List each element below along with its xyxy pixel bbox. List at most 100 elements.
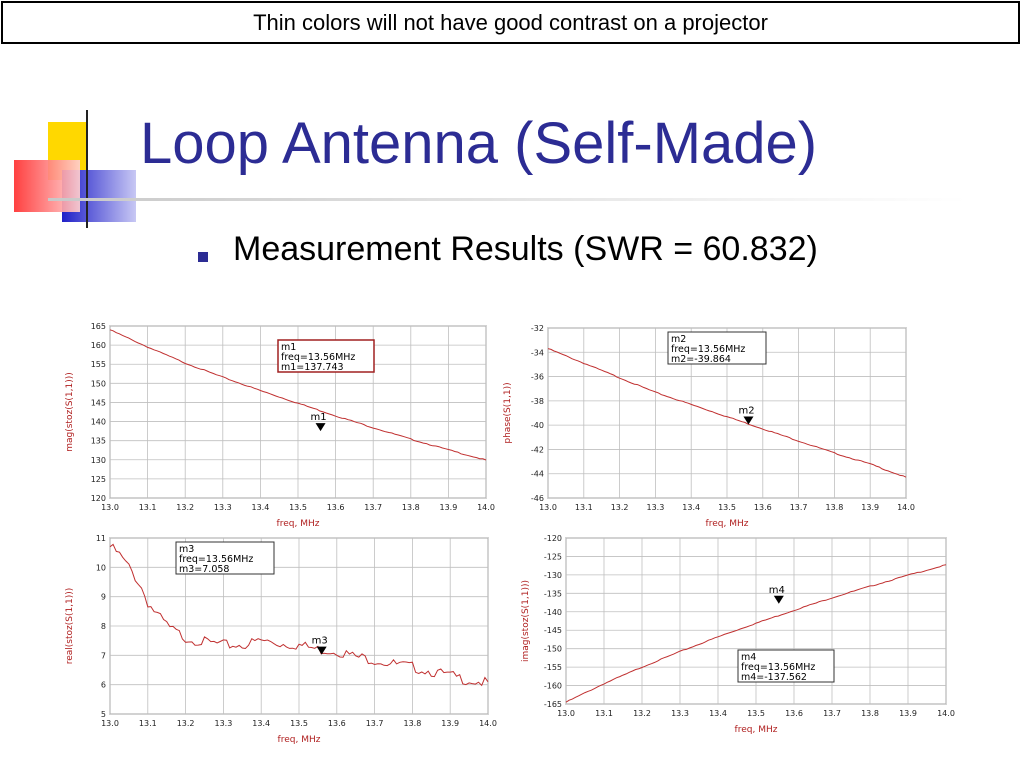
chart-real: 13.0 13.1 13.2 13.3 13.4 13.5 13.6 13.7 13.8 13.9…	[52, 526, 502, 748]
marker-label: m2	[738, 405, 754, 416]
y-tick-label: -130	[544, 571, 562, 580]
y-tick-label: -34	[531, 348, 544, 357]
chart-imag-svg: 13.0 13.1 13.2 13.3 13.4 13.5 13.6 13.7 13.8 13.9…	[521, 534, 955, 735]
y-axis-label: real(stoz(S(1,1)))	[65, 588, 75, 665]
x-tick-label: 13.4	[252, 719, 270, 728]
chart-phase: 13.0 13.1 13.2 13.3 13.4 13.5 13.6 13.7 13.8 13.9…	[490, 320, 920, 532]
y-tick-label: -32	[531, 324, 544, 333]
chart-phase-svg: 13.0 13.1 13.2 13.3 13.4 13.5 13.6 13.7 13.8 13.9…	[503, 324, 915, 529]
x-tick-label: 13.7	[823, 709, 841, 718]
y-tick-label: -125	[544, 552, 562, 561]
banner: Thin colors will not have good contrast …	[1, 1, 1020, 44]
y-tick-label: 9	[101, 593, 106, 602]
marker-readout-box	[277, 339, 375, 373]
x-tick-label: 13.1	[595, 709, 613, 718]
y-tick-label: 165	[91, 322, 106, 331]
marker-readout-line: m3=7.058	[179, 564, 229, 575]
banner-text: Thin colors will not have good contrast …	[253, 10, 768, 35]
series-line	[565, 564, 947, 703]
x-tick-label: 13.0	[539, 503, 557, 512]
marker-triangle	[773, 595, 784, 604]
x-tick-label: 14.0	[897, 503, 915, 512]
y-tick-label: -36	[531, 373, 544, 382]
y-tick-label: -160	[544, 682, 562, 691]
marker-readout-line: m2=-39.864	[671, 354, 731, 365]
chart-mag-svg: 13.0 13.1 13.2 13.3 13.4 13.5 13.6 13.7 13.8 13.9…	[65, 322, 495, 529]
y-tick-label: -150	[544, 645, 562, 654]
marker-readout-box	[737, 649, 835, 683]
x-tick-label: 13.2	[176, 503, 194, 512]
series-line	[547, 348, 907, 478]
marker-readout-line: freq=13.56MHz	[741, 662, 815, 673]
marker-readout-line: freq=13.56MHz	[671, 344, 745, 355]
y-axis-label: imag(stoz(S(1,1)))	[521, 580, 531, 662]
x-tick-label: 13.1	[139, 719, 157, 728]
x-tick-label: 13.2	[177, 719, 195, 728]
chart-real-svg: 13.0 13.1 13.2 13.3 13.4 13.5 13.6 13.7 13.8 13.9…	[65, 534, 497, 745]
marker-readout-line: m2	[671, 334, 686, 345]
chart-imag: 13.0 13.1 13.2 13.3 13.4 13.5 13.6 13.7 13.8 13.9…	[498, 532, 968, 742]
title-rule	[48, 198, 968, 201]
bullet-text: Measurement Results (SWR = 60.832)	[233, 230, 818, 268]
y-axis-label: mag(stoz(S(1,1)))	[65, 372, 75, 452]
marker-readout-line: freq=13.56MHz	[179, 554, 253, 565]
marker-readout-line: m4=-137.562	[741, 672, 807, 683]
x-axis-label: freq, MHz	[735, 725, 778, 735]
x-tick-label: 13.0	[557, 709, 575, 718]
y-tick-label: 125	[91, 475, 106, 484]
x-tick-label: 13.8	[402, 503, 420, 512]
y-tick-label: -40	[531, 421, 544, 430]
x-tick-label: 13.2	[611, 503, 629, 512]
bullet-marker	[198, 252, 208, 262]
marker-readout-line: m1=137.743	[281, 362, 344, 373]
y-tick-label: -145	[544, 626, 562, 635]
series-line	[109, 329, 487, 461]
x-tick-label: 13.3	[646, 503, 664, 512]
x-tick-label: 13.6	[327, 503, 345, 512]
chart-mag: 13.0 13.1 13.2 13.3 13.4 13.5 13.6 13.7 13.8 13.9…	[52, 318, 495, 529]
y-tick-label: 8	[101, 622, 106, 631]
x-axis-label: freq, MHz	[277, 519, 320, 529]
x-tick-label: 13.8	[403, 719, 421, 728]
y-tick-label: 6	[101, 681, 106, 690]
x-tick-label: 13.6	[754, 503, 772, 512]
y-tick-label: 155	[91, 360, 106, 369]
marker-readout-box	[667, 331, 767, 365]
y-tick-label: -120	[544, 534, 562, 543]
y-tick-label: 11	[96, 534, 106, 543]
marker-readout-box	[175, 541, 275, 575]
y-tick-label: -38	[531, 397, 544, 406]
y-tick-label: -44	[531, 470, 544, 479]
x-tick-label: 13.4	[251, 503, 269, 512]
x-tick-label: 13.5	[290, 719, 308, 728]
y-axis-label: phase(S(1,1))	[503, 382, 513, 443]
x-tick-label: 13.0	[101, 719, 119, 728]
vertical-line	[86, 110, 88, 228]
x-tick-label: 13.3	[214, 719, 232, 728]
y-tick-label: -42	[531, 445, 544, 454]
y-tick-label: 140	[91, 418, 106, 427]
y-tick-label: 10	[96, 563, 106, 572]
x-tick-label: 13.5	[747, 709, 765, 718]
y-tick-label: 5	[101, 710, 106, 719]
x-tick-label: 13.9	[861, 503, 879, 512]
marker-triangle	[316, 646, 327, 655]
y-tick-label: 145	[91, 398, 106, 407]
x-tick-label: 13.6	[785, 709, 803, 718]
red-square	[14, 160, 80, 212]
x-tick-label: 13.5	[718, 503, 736, 512]
x-tick-label: 13.7	[364, 503, 382, 512]
x-tick-label: 14.0	[477, 503, 495, 512]
x-axis-label: freq, MHz	[706, 519, 749, 529]
y-tick-label: -155	[544, 663, 562, 672]
x-tick-label: 13.9	[899, 709, 917, 718]
slide-title: Loop Antenna (Self-Made)	[140, 111, 818, 176]
marker-readout-line: freq=13.56MHz	[281, 352, 355, 363]
y-tick-label: -46	[531, 494, 544, 503]
x-tick-label: 13.3	[671, 709, 689, 718]
marker-triangle	[315, 423, 326, 432]
x-tick-label: 14.0	[937, 709, 955, 718]
series-line	[109, 543, 489, 687]
marker-readout-line: m1	[281, 342, 296, 353]
x-tick-label: 13.1	[575, 503, 593, 512]
